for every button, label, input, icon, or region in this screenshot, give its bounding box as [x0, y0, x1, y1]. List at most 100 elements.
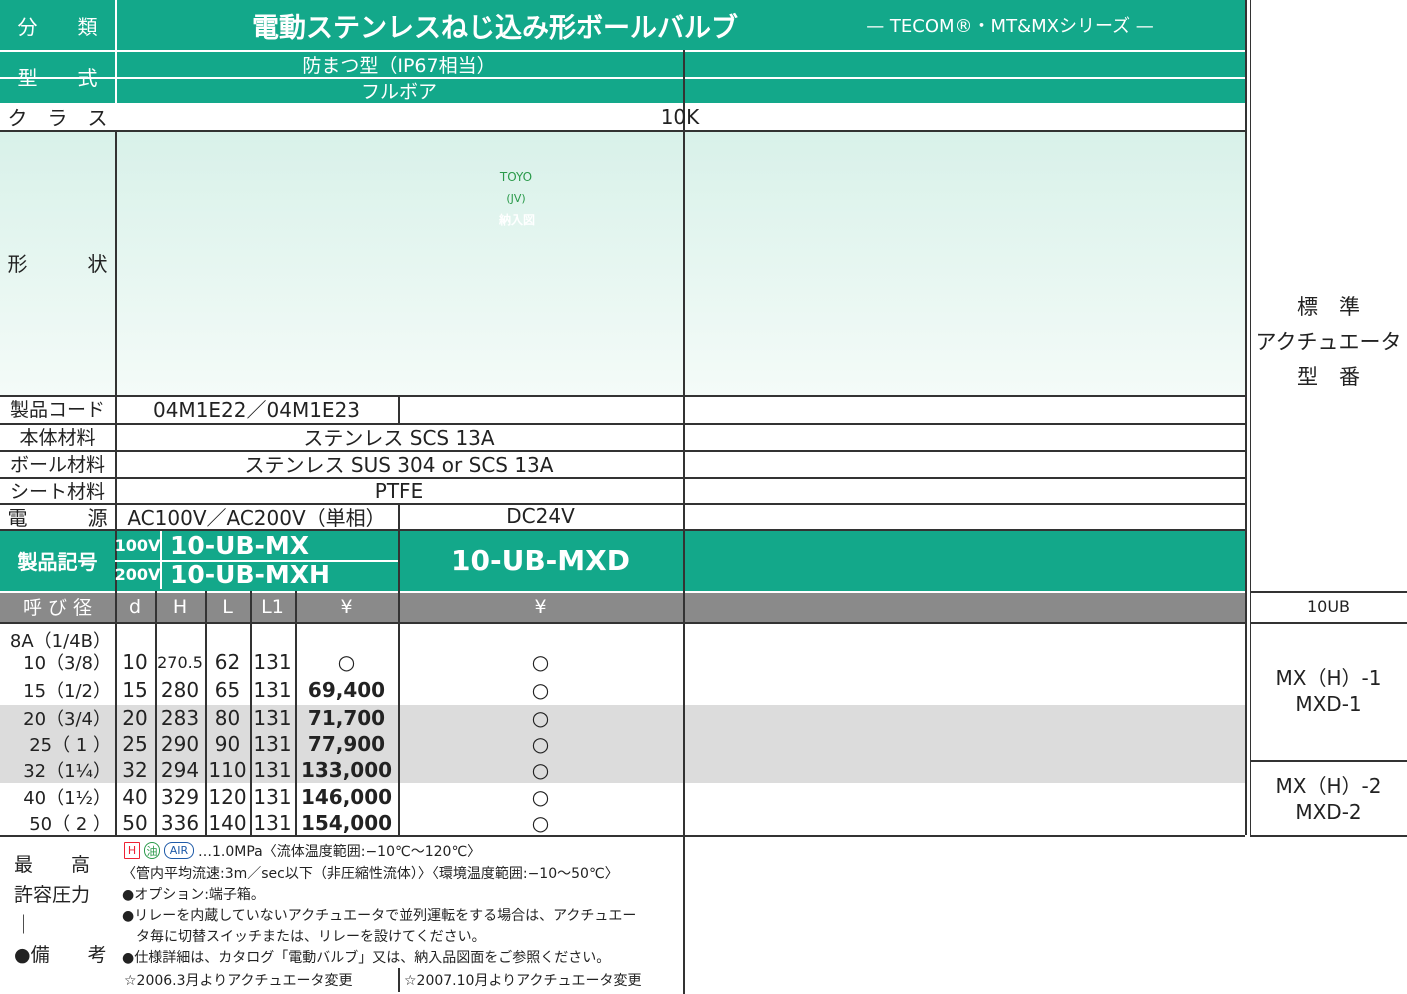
size-label: 32（1¼）: [23, 761, 111, 782]
icon: H: [124, 842, 140, 859]
voltage: 200V: [114, 565, 161, 584]
size-label: 8A（1/4B）: [9, 631, 111, 652]
note-line: ●仕様詳細は、カタログ「電動バルブ」又は、納入品図面をご参照ください。: [122, 949, 611, 966]
rule: [0, 103, 1245, 105]
column-header: H: [172, 595, 188, 618]
size-label: 40（1½）: [23, 788, 111, 809]
cell: 154,000: [300, 811, 393, 835]
cell: 290: [160, 732, 200, 756]
shape-band: [0, 130, 1245, 395]
cell: 133,000: [300, 758, 393, 782]
model-label: 製品記号: [17, 549, 98, 574]
rule: [115, 591, 117, 835]
column-header: ¥: [534, 595, 547, 618]
cell: ○: [531, 758, 550, 782]
spec-value: ステンレス SCS 13A: [303, 426, 495, 450]
rule: [398, 968, 400, 992]
gray-band: [0, 705, 1245, 783]
rule: [398, 503, 400, 835]
notes-label: ●備 考: [14, 943, 107, 966]
size-label: 10（3/8）: [23, 653, 111, 674]
title: 電動ステンレスねじ込み形ボールバルブ: [252, 12, 738, 44]
rule: [0, 130, 1245, 132]
size-label: 15（1/2）: [23, 681, 111, 702]
power-value: AC100V／AC200V（単相）: [127, 505, 386, 530]
category-label: 分 類: [17, 14, 98, 39]
rule: [1250, 591, 1407, 593]
column-header: d: [128, 595, 142, 618]
cell: 336: [160, 811, 200, 835]
cell: 110: [208, 758, 247, 782]
actuator-model: MX（H）-1: [1275, 665, 1382, 690]
cell: 65: [214, 678, 241, 702]
cell: ○: [531, 811, 550, 835]
model-code: 10-UB-MX: [170, 531, 310, 560]
icon: 油: [144, 842, 160, 859]
power-value: DC24V: [506, 504, 575, 528]
cell: 50: [122, 811, 148, 835]
note-line: ●オプション:端子箱。: [122, 886, 265, 903]
cell: 131: [253, 785, 292, 809]
column-header: L1: [261, 595, 284, 618]
series: — TECOM®・MT&MXシリーズ —: [866, 16, 1154, 37]
column-header: ¥: [340, 595, 353, 618]
image-tag: 納入図: [498, 213, 535, 227]
cell: 140: [208, 811, 247, 835]
pressure-note: …1.0MPa〈流体温度範囲:−10℃〜120℃〉: [198, 844, 482, 860]
history-note: ☆2006.3月よりアクチュエータ変更: [124, 973, 353, 989]
rule: [683, 50, 685, 835]
rule: [1250, 622, 1407, 624]
cell: 32: [122, 758, 148, 782]
rule: [295, 591, 297, 835]
rule: [0, 503, 1245, 505]
type-line: 防まつ型（IP67相当）: [302, 54, 496, 77]
cell: 40: [122, 785, 148, 809]
power-label: 電 源: [7, 505, 108, 530]
spec-label: 製品コード: [9, 399, 105, 421]
rule: [0, 395, 1245, 397]
cell: ○: [531, 785, 550, 809]
cell: 90: [214, 732, 241, 756]
spec-value: 04M1E22／04M1E23: [152, 398, 361, 422]
size-label: 20（3/4）: [23, 709, 111, 730]
rule: [0, 423, 1245, 425]
cell: ○: [531, 706, 550, 730]
model-code: 10-UB-MXD: [451, 543, 630, 577]
actuator-label: 型 番: [1297, 364, 1360, 389]
cell: ○: [531, 678, 550, 702]
cell: 131: [253, 706, 292, 730]
cell: 131: [253, 678, 292, 702]
column-header: L: [222, 595, 233, 618]
rule: [160, 531, 162, 589]
rule: [250, 591, 252, 835]
rule: [1250, 835, 1407, 837]
model-band-right: [683, 529, 1245, 591]
rule: [0, 77, 1245, 79]
cell: 329: [160, 785, 200, 809]
rule: [115, 560, 398, 562]
cell: 146,000: [300, 785, 393, 809]
note-line: ●リレーを内蔵していないアクチュエータで並列運転をする場合は、アクチュエー: [122, 907, 637, 924]
actuator-label: 標 準: [1297, 294, 1360, 319]
voltage: 100V: [114, 536, 161, 555]
type-line: フルボア: [360, 80, 437, 103]
notes-label: ｜: [14, 913, 34, 936]
rule: [0, 50, 1245, 52]
model-code: 10-UB-MXH: [170, 560, 330, 589]
shape-label: 形 状: [7, 252, 108, 276]
actuator-model: MX（H）-2: [1275, 773, 1382, 798]
cell: 283: [160, 706, 200, 730]
notes-label: 許容圧力: [14, 883, 91, 906]
cell: 25: [122, 732, 148, 756]
note-line: タ毎に切替スイッチまたは、リレーを設けてください。: [122, 928, 486, 945]
rule: [1250, 0, 1251, 835]
cell: 69,400: [307, 678, 386, 702]
cell: 71,700: [307, 706, 386, 730]
cell: 131: [253, 650, 292, 674]
icon: AIR: [164, 842, 194, 859]
rule: [0, 450, 1245, 452]
rule: [155, 591, 157, 835]
cell: 80: [214, 706, 241, 730]
size-label: 25（ 1 ）: [29, 735, 111, 756]
